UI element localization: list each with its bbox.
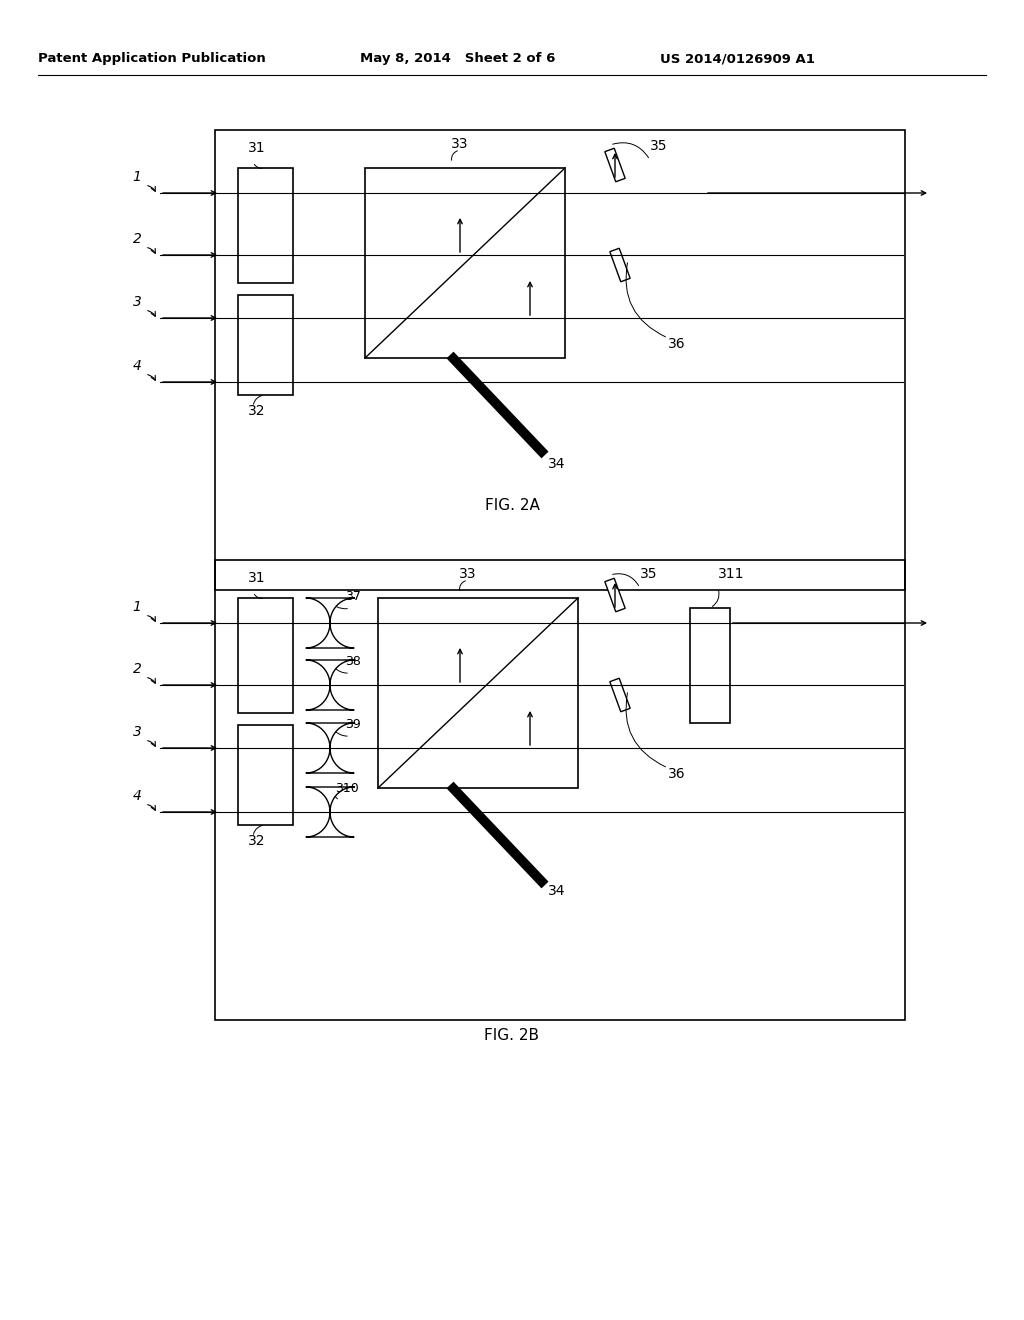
Text: 37: 37 xyxy=(345,590,360,603)
Text: Patent Application Publication: Patent Application Publication xyxy=(38,51,266,65)
Polygon shape xyxy=(605,578,626,611)
Bar xyxy=(238,294,293,395)
Bar xyxy=(690,609,730,723)
Polygon shape xyxy=(610,248,630,281)
Text: 36: 36 xyxy=(668,767,686,781)
Text: 31: 31 xyxy=(248,572,265,585)
Text: 35: 35 xyxy=(650,139,668,153)
Text: 32: 32 xyxy=(248,834,265,847)
Bar xyxy=(215,129,905,590)
Text: 4: 4 xyxy=(132,359,141,374)
Text: 34: 34 xyxy=(548,884,565,898)
Text: 32: 32 xyxy=(248,404,265,418)
Bar xyxy=(365,168,565,358)
Text: FIG. 2A: FIG. 2A xyxy=(484,498,540,513)
Text: 35: 35 xyxy=(640,568,657,581)
Text: 3: 3 xyxy=(132,725,141,739)
Text: 3: 3 xyxy=(132,294,141,309)
Text: 4: 4 xyxy=(132,789,141,803)
Bar xyxy=(238,168,293,282)
Text: FIG. 2B: FIG. 2B xyxy=(484,1028,540,1043)
Text: 39: 39 xyxy=(345,718,360,731)
Text: 310: 310 xyxy=(335,781,358,795)
Text: 1: 1 xyxy=(132,601,141,614)
Text: 36: 36 xyxy=(668,337,686,351)
Text: 31: 31 xyxy=(248,141,265,154)
Text: 38: 38 xyxy=(345,655,360,668)
Bar xyxy=(238,725,293,825)
Text: 33: 33 xyxy=(459,568,477,581)
Text: May 8, 2014   Sheet 2 of 6: May 8, 2014 Sheet 2 of 6 xyxy=(360,51,555,65)
Text: 1: 1 xyxy=(132,170,141,183)
Text: 2: 2 xyxy=(132,663,141,676)
Polygon shape xyxy=(610,678,630,711)
Bar xyxy=(238,598,293,713)
Text: 2: 2 xyxy=(132,232,141,246)
Text: US 2014/0126909 A1: US 2014/0126909 A1 xyxy=(660,51,815,65)
Text: 34: 34 xyxy=(548,457,565,471)
Polygon shape xyxy=(605,148,626,182)
Bar xyxy=(378,598,578,788)
Bar xyxy=(215,560,905,1020)
Text: 33: 33 xyxy=(452,137,469,150)
Text: 311: 311 xyxy=(718,568,744,581)
